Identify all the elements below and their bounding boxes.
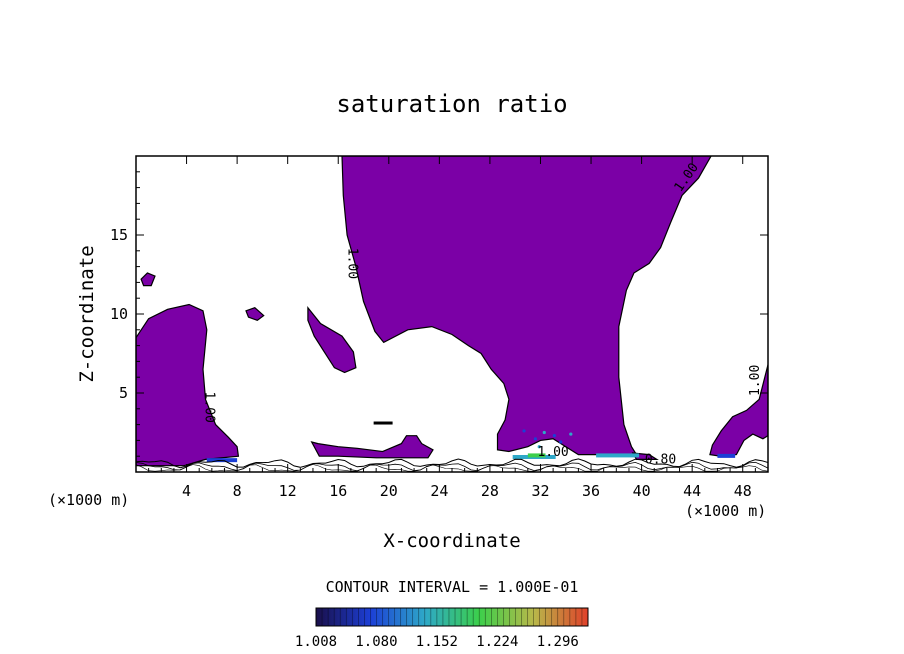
surface-contour-0 xyxy=(136,458,768,469)
x-tick-label-4: 4 xyxy=(182,482,191,500)
y-tick-label-5: 5 xyxy=(119,384,128,402)
chart-title: saturation ratio xyxy=(336,90,567,118)
plot-area xyxy=(136,156,768,467)
colorbar xyxy=(315,607,589,627)
x-tick-label-32: 32 xyxy=(531,482,549,500)
x-axis-label: X-coordinate xyxy=(383,530,520,552)
colorbar-tick-label: 1.152 xyxy=(416,634,458,650)
surface-band-4 xyxy=(717,453,736,458)
contour-label-4: 1.00 xyxy=(537,445,568,460)
small-blob-a xyxy=(140,272,156,287)
colorbar-ticks: 1.008 1.080 1.152 1.224 1.296 xyxy=(295,634,579,650)
thin-line-feature xyxy=(373,421,393,425)
scatter-dot-1 xyxy=(542,430,546,435)
y-axis-label: Z-coordinate xyxy=(76,245,98,382)
x-unit-left: (×1000 m) xyxy=(48,491,129,509)
left-edge-region xyxy=(136,303,240,467)
colorbar-tick-label: 1.008 xyxy=(295,634,337,650)
large-upper-region xyxy=(341,156,712,456)
y-axis: 5 10 15 xyxy=(110,171,768,457)
y-tick-label-10: 10 xyxy=(110,305,128,323)
scatter-dot-2 xyxy=(552,434,556,438)
x-tick-label-28: 28 xyxy=(481,482,499,500)
contour-label-5: 0.80 xyxy=(645,452,676,467)
x-tick-label-36: 36 xyxy=(582,482,600,500)
mid-left-blob xyxy=(307,305,357,374)
x-tick-label-8: 8 xyxy=(233,482,242,500)
contour-label-3: 1.00 xyxy=(202,392,217,423)
scatter-dot-5 xyxy=(569,432,573,436)
scatter-dot-6 xyxy=(522,429,526,433)
x-unit-right: (×1000 m) xyxy=(685,502,766,520)
contour-interval-label: CONTOUR INTERVAL = 1.000E-01 xyxy=(326,578,579,596)
colorbar-tick-label: 1.224 xyxy=(476,634,518,650)
contour-label-2: 1.00 xyxy=(748,365,763,396)
scatter-dot-4 xyxy=(559,440,563,444)
x-tick-label-40: 40 xyxy=(633,482,651,500)
x-tick-label-20: 20 xyxy=(380,482,398,500)
small-blob-b xyxy=(245,307,265,321)
x-tick-label-12: 12 xyxy=(279,482,297,500)
x-tick-label-44: 44 xyxy=(683,482,701,500)
scatter-dot-3 xyxy=(537,445,541,449)
contour-label-0: 1.00 xyxy=(344,248,359,279)
y-tick-label-15: 15 xyxy=(110,226,128,244)
x-tick-label-48: 48 xyxy=(734,482,752,500)
surface-band-3 xyxy=(596,453,640,458)
surface-band-0 xyxy=(206,458,238,463)
x-tick-label-16: 16 xyxy=(329,482,347,500)
x-tick-label-24: 24 xyxy=(430,482,448,500)
colorbar-bands xyxy=(321,608,583,626)
colorbar-tick-label: 1.080 xyxy=(355,634,397,650)
surface-band-2 xyxy=(527,453,546,458)
colorbar-tick-label: 1.296 xyxy=(537,634,579,650)
scatter-dot-0 xyxy=(533,437,538,441)
low-strip-a xyxy=(310,435,434,459)
x-axis: 4 8 12 16 20 24 28 32 36 40 44 48 xyxy=(148,156,756,500)
surface-detail: 1.001.001.001.001.00 0.80 xyxy=(136,161,768,472)
right-edge-region xyxy=(709,364,768,457)
